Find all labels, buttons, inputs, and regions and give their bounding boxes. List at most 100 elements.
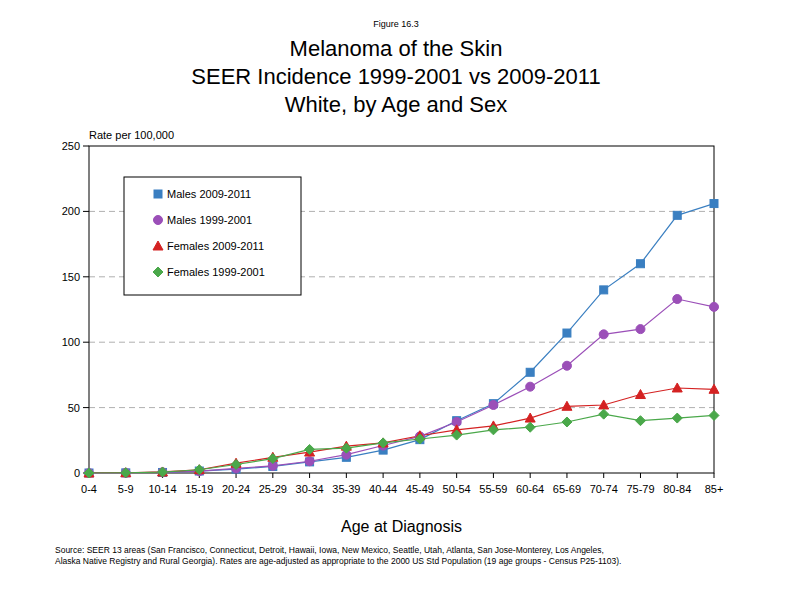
x-tick	[236, 473, 237, 478]
x-tick	[272, 473, 273, 478]
legend: Males 2009-2011Males 1999-2001Females 20…	[124, 177, 301, 295]
x-tick	[419, 473, 420, 478]
x-tick-label: 55-59	[479, 483, 507, 495]
source-note: Source: SEER 13 areas (San Francisco, Co…	[55, 545, 604, 555]
lines	[89, 204, 714, 473]
markers	[84, 200, 719, 478]
x-tick-label: 65-69	[553, 483, 581, 495]
legend-label: Males 1999-2001	[167, 214, 252, 226]
data-point	[194, 465, 204, 474]
data-point	[636, 325, 645, 334]
y-tick-label: 0	[74, 467, 80, 479]
data-point	[489, 400, 498, 409]
series-line	[89, 299, 714, 473]
data-point	[84, 468, 94, 478]
subtitle: White, by Age and Sex	[285, 92, 508, 117]
y-tick-label: 150	[62, 271, 80, 283]
x-tick	[493, 473, 494, 478]
data-point	[526, 368, 534, 376]
data-point	[710, 302, 719, 311]
y-tick	[83, 407, 89, 408]
x-tick-label: 85+	[705, 483, 724, 495]
x-tick-label: 50-54	[443, 483, 471, 495]
x-tick-label: 60-64	[516, 483, 544, 495]
x-tick	[456, 473, 457, 478]
legend-label: Females 1999-2001	[167, 266, 265, 278]
data-point	[672, 413, 682, 423]
data-point	[525, 413, 535, 422]
x-tick-label: 45-49	[406, 483, 434, 495]
data-point	[636, 260, 644, 268]
x-tick-label: 30-34	[296, 483, 324, 495]
x-tick	[346, 473, 347, 478]
y-tick-label: 50	[68, 402, 80, 414]
data-point	[305, 457, 314, 466]
data-point	[563, 329, 571, 337]
data-point	[452, 430, 462, 440]
data-point	[488, 425, 498, 435]
x-tick	[530, 473, 531, 478]
x-tick-label: 70-74	[590, 483, 618, 495]
data-point	[526, 382, 535, 391]
legend-marker	[153, 267, 163, 277]
x-tick-label: 0-4	[81, 483, 97, 495]
data-point	[599, 409, 609, 419]
data-point	[600, 286, 608, 294]
legend-marker	[153, 241, 163, 250]
legend-label: Males 2009-2011	[167, 188, 251, 200]
x-tick	[714, 473, 715, 478]
data-point	[158, 467, 168, 477]
subtitle: SEER Incidence 1999-2001 vs 2009-2011	[191, 64, 600, 89]
legend-marker	[154, 216, 163, 225]
x-tick	[677, 473, 678, 478]
data-point	[710, 200, 718, 208]
data-point	[599, 330, 608, 339]
x-tick-label: 75-79	[626, 483, 654, 495]
data-point	[194, 465, 204, 475]
data-point	[709, 410, 719, 420]
chart: Figure 16.3Melanoma of the SkinSEER Inci…	[0, 0, 792, 612]
data-point	[562, 417, 572, 427]
data-point	[415, 434, 425, 444]
x-tick	[383, 473, 384, 478]
data-point	[672, 383, 682, 392]
data-point	[84, 468, 94, 477]
x-axis-label: Age at Diagnosis	[341, 518, 462, 535]
x-tick	[603, 473, 604, 478]
y-tick-label: 200	[62, 205, 80, 217]
legend-box	[124, 177, 301, 295]
series-line	[89, 388, 714, 473]
data-point	[378, 438, 388, 448]
data-point	[121, 468, 131, 477]
y-tick	[83, 211, 89, 212]
background	[0, 0, 792, 612]
legend-marker	[154, 190, 162, 198]
y-tick	[83, 146, 89, 147]
x-tick-label: 10-14	[148, 483, 176, 495]
series-line	[89, 204, 714, 473]
x-tick-label: 15-19	[185, 483, 213, 495]
data-point	[635, 390, 645, 399]
y-tick-label: 250	[62, 140, 80, 152]
data-point	[562, 361, 571, 370]
data-point	[341, 443, 351, 453]
data-point	[673, 211, 681, 219]
x-tick	[309, 473, 310, 478]
data-point	[121, 468, 131, 478]
grid-line	[89, 407, 714, 408]
y-tick	[83, 276, 89, 277]
series-line	[89, 414, 714, 473]
grid-line	[89, 342, 714, 343]
data-point	[562, 401, 572, 410]
data-point	[709, 384, 719, 393]
data-point	[635, 416, 645, 426]
data-point	[121, 468, 130, 477]
x-tick-label: 5-9	[118, 483, 134, 495]
x-tick-label: 40-44	[369, 483, 397, 495]
data-point	[85, 469, 94, 478]
data-point	[85, 469, 93, 477]
x-tick-label: 25-29	[259, 483, 287, 495]
data-point	[231, 459, 241, 469]
data-point	[305, 444, 315, 454]
title: Melanoma of the Skin	[290, 36, 503, 61]
